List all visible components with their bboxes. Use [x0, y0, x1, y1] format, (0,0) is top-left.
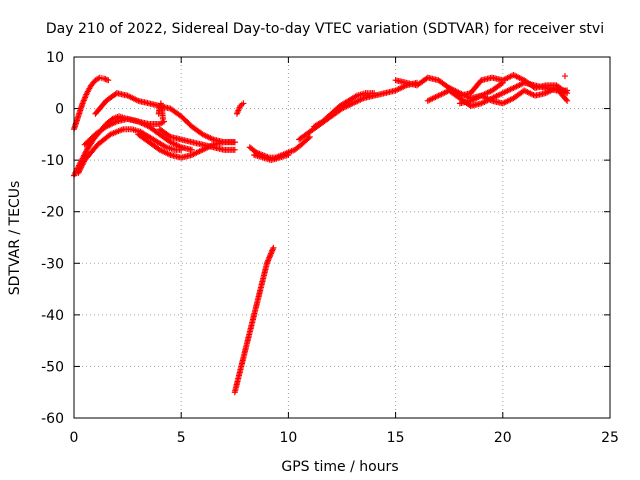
x-tick-label: 20 — [494, 430, 512, 446]
data-marker — [270, 244, 277, 251]
x-tick-label: 10 — [279, 430, 297, 446]
series-arc-rise-low — [75, 126, 185, 177]
data-marker — [564, 90, 571, 97]
data-marker — [231, 139, 238, 146]
y-tick-label: -10 — [41, 153, 64, 169]
series-arc-late-4 — [456, 84, 571, 107]
data-marker — [561, 73, 568, 80]
series-arc-dip-2 — [251, 151, 292, 164]
y-tick-label: -50 — [41, 359, 64, 375]
x-tick-label: 15 — [387, 430, 405, 446]
series-arc-steep — [231, 244, 277, 396]
x-axis-label: GPS time / hours — [281, 459, 398, 475]
x-tick-label: 0 — [70, 430, 79, 446]
chart-title: Day 210 of 2022, Sidereal Day-to-day VTE… — [46, 21, 604, 37]
y-tick-label: -60 — [41, 411, 64, 427]
series-arc-rise-high — [71, 74, 112, 133]
data-marker — [105, 77, 112, 84]
data-marker — [285, 151, 292, 158]
y-tick-label: -30 — [41, 256, 64, 272]
series-arc-tail — [561, 73, 568, 80]
data-marker — [166, 132, 173, 139]
y-tick-label: -20 — [41, 205, 64, 221]
data-points — [71, 72, 571, 396]
data-marker — [564, 97, 571, 104]
series-arc-early-1 — [81, 115, 195, 153]
y-tick-label: 0 — [55, 102, 64, 118]
tick-labels: 0 5 10 15 20 25 10 0 -10 -20 -30 -40 -50 -60 — [41, 50, 619, 446]
y-axis-label: SDTVAR / TECUs — [7, 181, 23, 296]
x-tick-label: 25 — [601, 430, 619, 446]
series-arc-spike — [155, 100, 166, 122]
series-arc-short-a — [233, 100, 247, 117]
data-marker — [159, 115, 166, 122]
series-arc-late-3 — [446, 72, 571, 99]
data-marker — [371, 90, 378, 97]
data-marker — [188, 146, 195, 153]
data-marker — [231, 146, 238, 153]
series-arc-early-4 — [156, 126, 238, 153]
data-marker — [562, 89, 569, 96]
series-arc-climb-2 — [311, 90, 378, 130]
y-tick-label: 10 — [46, 50, 64, 66]
data-marker — [305, 135, 312, 142]
data-marker — [306, 133, 313, 140]
y-tick-label: -40 — [41, 308, 64, 324]
series-arc-early-2 — [92, 90, 238, 146]
plot-frame — [73, 56, 611, 419]
data-marker — [240, 100, 247, 107]
x-tick-label: 5 — [177, 430, 186, 446]
data-marker — [563, 96, 570, 103]
